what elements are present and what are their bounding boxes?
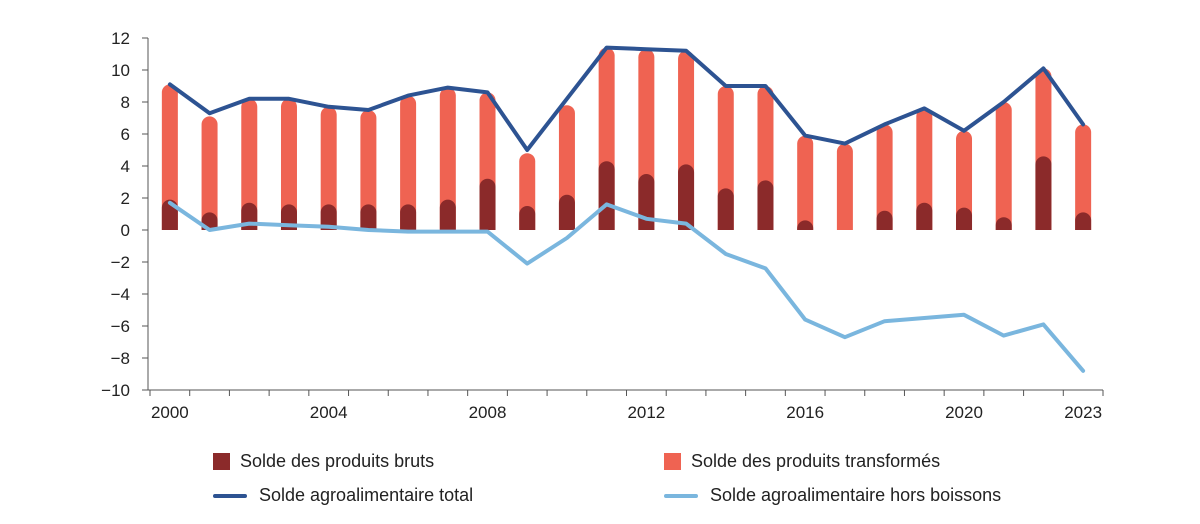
bar-processed-products	[876, 124, 893, 230]
bar-processed-products	[797, 135, 814, 230]
x-tick-label: 2004	[310, 403, 348, 422]
bars-layer	[161, 47, 1092, 231]
y-tick-label: 10	[111, 61, 130, 80]
y-tick-label: −10	[101, 381, 130, 400]
y-tick-label: −8	[111, 349, 130, 368]
y-tick-label: 6	[121, 125, 130, 144]
bar-raw-products	[956, 207, 973, 230]
bar-raw-products	[678, 164, 695, 230]
bar-processed-products	[161, 84, 178, 231]
bar-raw-products	[360, 204, 377, 230]
bar-processed-products	[836, 143, 853, 230]
bar-raw-products	[916, 202, 933, 230]
lines-layer	[167, 45, 1086, 373]
y-tick-label: 0	[121, 221, 130, 240]
line-excl-beverages	[167, 200, 1086, 373]
bar-raw-products	[598, 161, 615, 230]
x-tick-label: 2020	[945, 403, 983, 422]
line-total-balance	[167, 45, 1086, 152]
bar-processed-products	[280, 98, 297, 230]
bar-raw-products	[479, 178, 496, 230]
x-tick-label: 2023	[1064, 403, 1102, 422]
bar-raw-products	[757, 180, 774, 230]
bar-processed-products	[1075, 124, 1092, 230]
bar-raw-products	[797, 220, 814, 230]
x-tick-label: 2012	[627, 403, 665, 422]
bar-raw-products	[439, 199, 456, 230]
bar-processed-products	[995, 102, 1012, 230]
bar-processed-products	[400, 95, 417, 230]
y-tick-label: 8	[121, 93, 130, 112]
bar-processed-products	[360, 110, 377, 230]
y-tick-label: −6	[111, 317, 130, 336]
bar-processed-products	[916, 108, 933, 230]
y-tick-label: 4	[121, 157, 130, 176]
bar-raw-products	[558, 194, 575, 230]
y-tick-label: −2	[111, 253, 130, 272]
bar-processed-products	[241, 98, 258, 231]
bar-processed-products	[956, 130, 973, 230]
axes: 12 10 8 6 4 2 0 −2 −4 −6 −8 −10 2000 2004 2008 2012 2016…	[101, 29, 1104, 422]
bar-raw-products	[638, 174, 655, 230]
bar-processed-products	[439, 87, 456, 230]
y-tick-label: 12	[111, 29, 130, 48]
y-tick-label: 2	[121, 189, 130, 208]
bar-raw-products	[1075, 212, 1092, 230]
bar-raw-products	[1035, 156, 1052, 230]
bar-raw-products	[717, 188, 734, 230]
x-tick-label: 2016	[786, 403, 824, 422]
bar-raw-products	[995, 217, 1012, 230]
y-tick-label: −4	[111, 285, 130, 304]
x-tick-label: 2008	[469, 403, 507, 422]
bar-processed-products	[201, 116, 218, 230]
bar-processed-products	[320, 106, 337, 230]
bar-raw-products	[400, 204, 417, 230]
x-tick-label: 2000	[151, 403, 189, 422]
bar-raw-products	[519, 206, 536, 230]
bar-raw-products	[320, 204, 337, 230]
bar-raw-products	[876, 210, 893, 230]
